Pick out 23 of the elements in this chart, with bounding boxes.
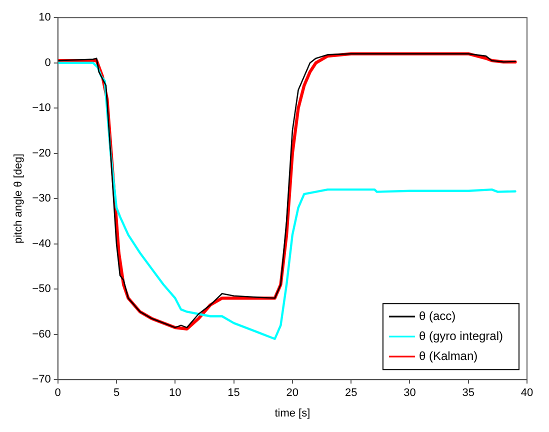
x-tick-label: 15 bbox=[228, 387, 240, 400]
y-tick-label: 0 bbox=[44, 56, 51, 69]
x-tick-label: 0 bbox=[54, 387, 61, 400]
y-tick-label: −10 bbox=[32, 102, 51, 114]
legend-label: θ (Kalman) bbox=[418, 348, 478, 363]
x-axis-title: time [s] bbox=[274, 407, 310, 420]
y-tick-label: −60 bbox=[32, 328, 51, 340]
x-tick-label: 5 bbox=[113, 387, 120, 400]
y-axis-title: pitch angle θ [deg] bbox=[12, 154, 25, 244]
x-tick-label: 10 bbox=[169, 387, 182, 400]
legend-label: θ (acc) bbox=[418, 308, 456, 323]
y-tick-label: −20 bbox=[32, 147, 51, 160]
y-tick-label: −40 bbox=[32, 238, 51, 250]
y-tick-label: −30 bbox=[32, 192, 51, 205]
legend-label: θ (gyro integral) bbox=[418, 328, 504, 343]
y-tick-label: −70 bbox=[32, 374, 51, 386]
y-tick-label: −50 bbox=[32, 283, 51, 296]
y-tick-label: 10 bbox=[38, 12, 51, 24]
x-tick-label: 40 bbox=[520, 387, 534, 400]
x-tick-label: 35 bbox=[462, 387, 474, 400]
x-tick-label: 30 bbox=[404, 387, 416, 400]
x-tick-label: 25 bbox=[344, 387, 358, 400]
x-tick-label: 20 bbox=[286, 387, 299, 400]
